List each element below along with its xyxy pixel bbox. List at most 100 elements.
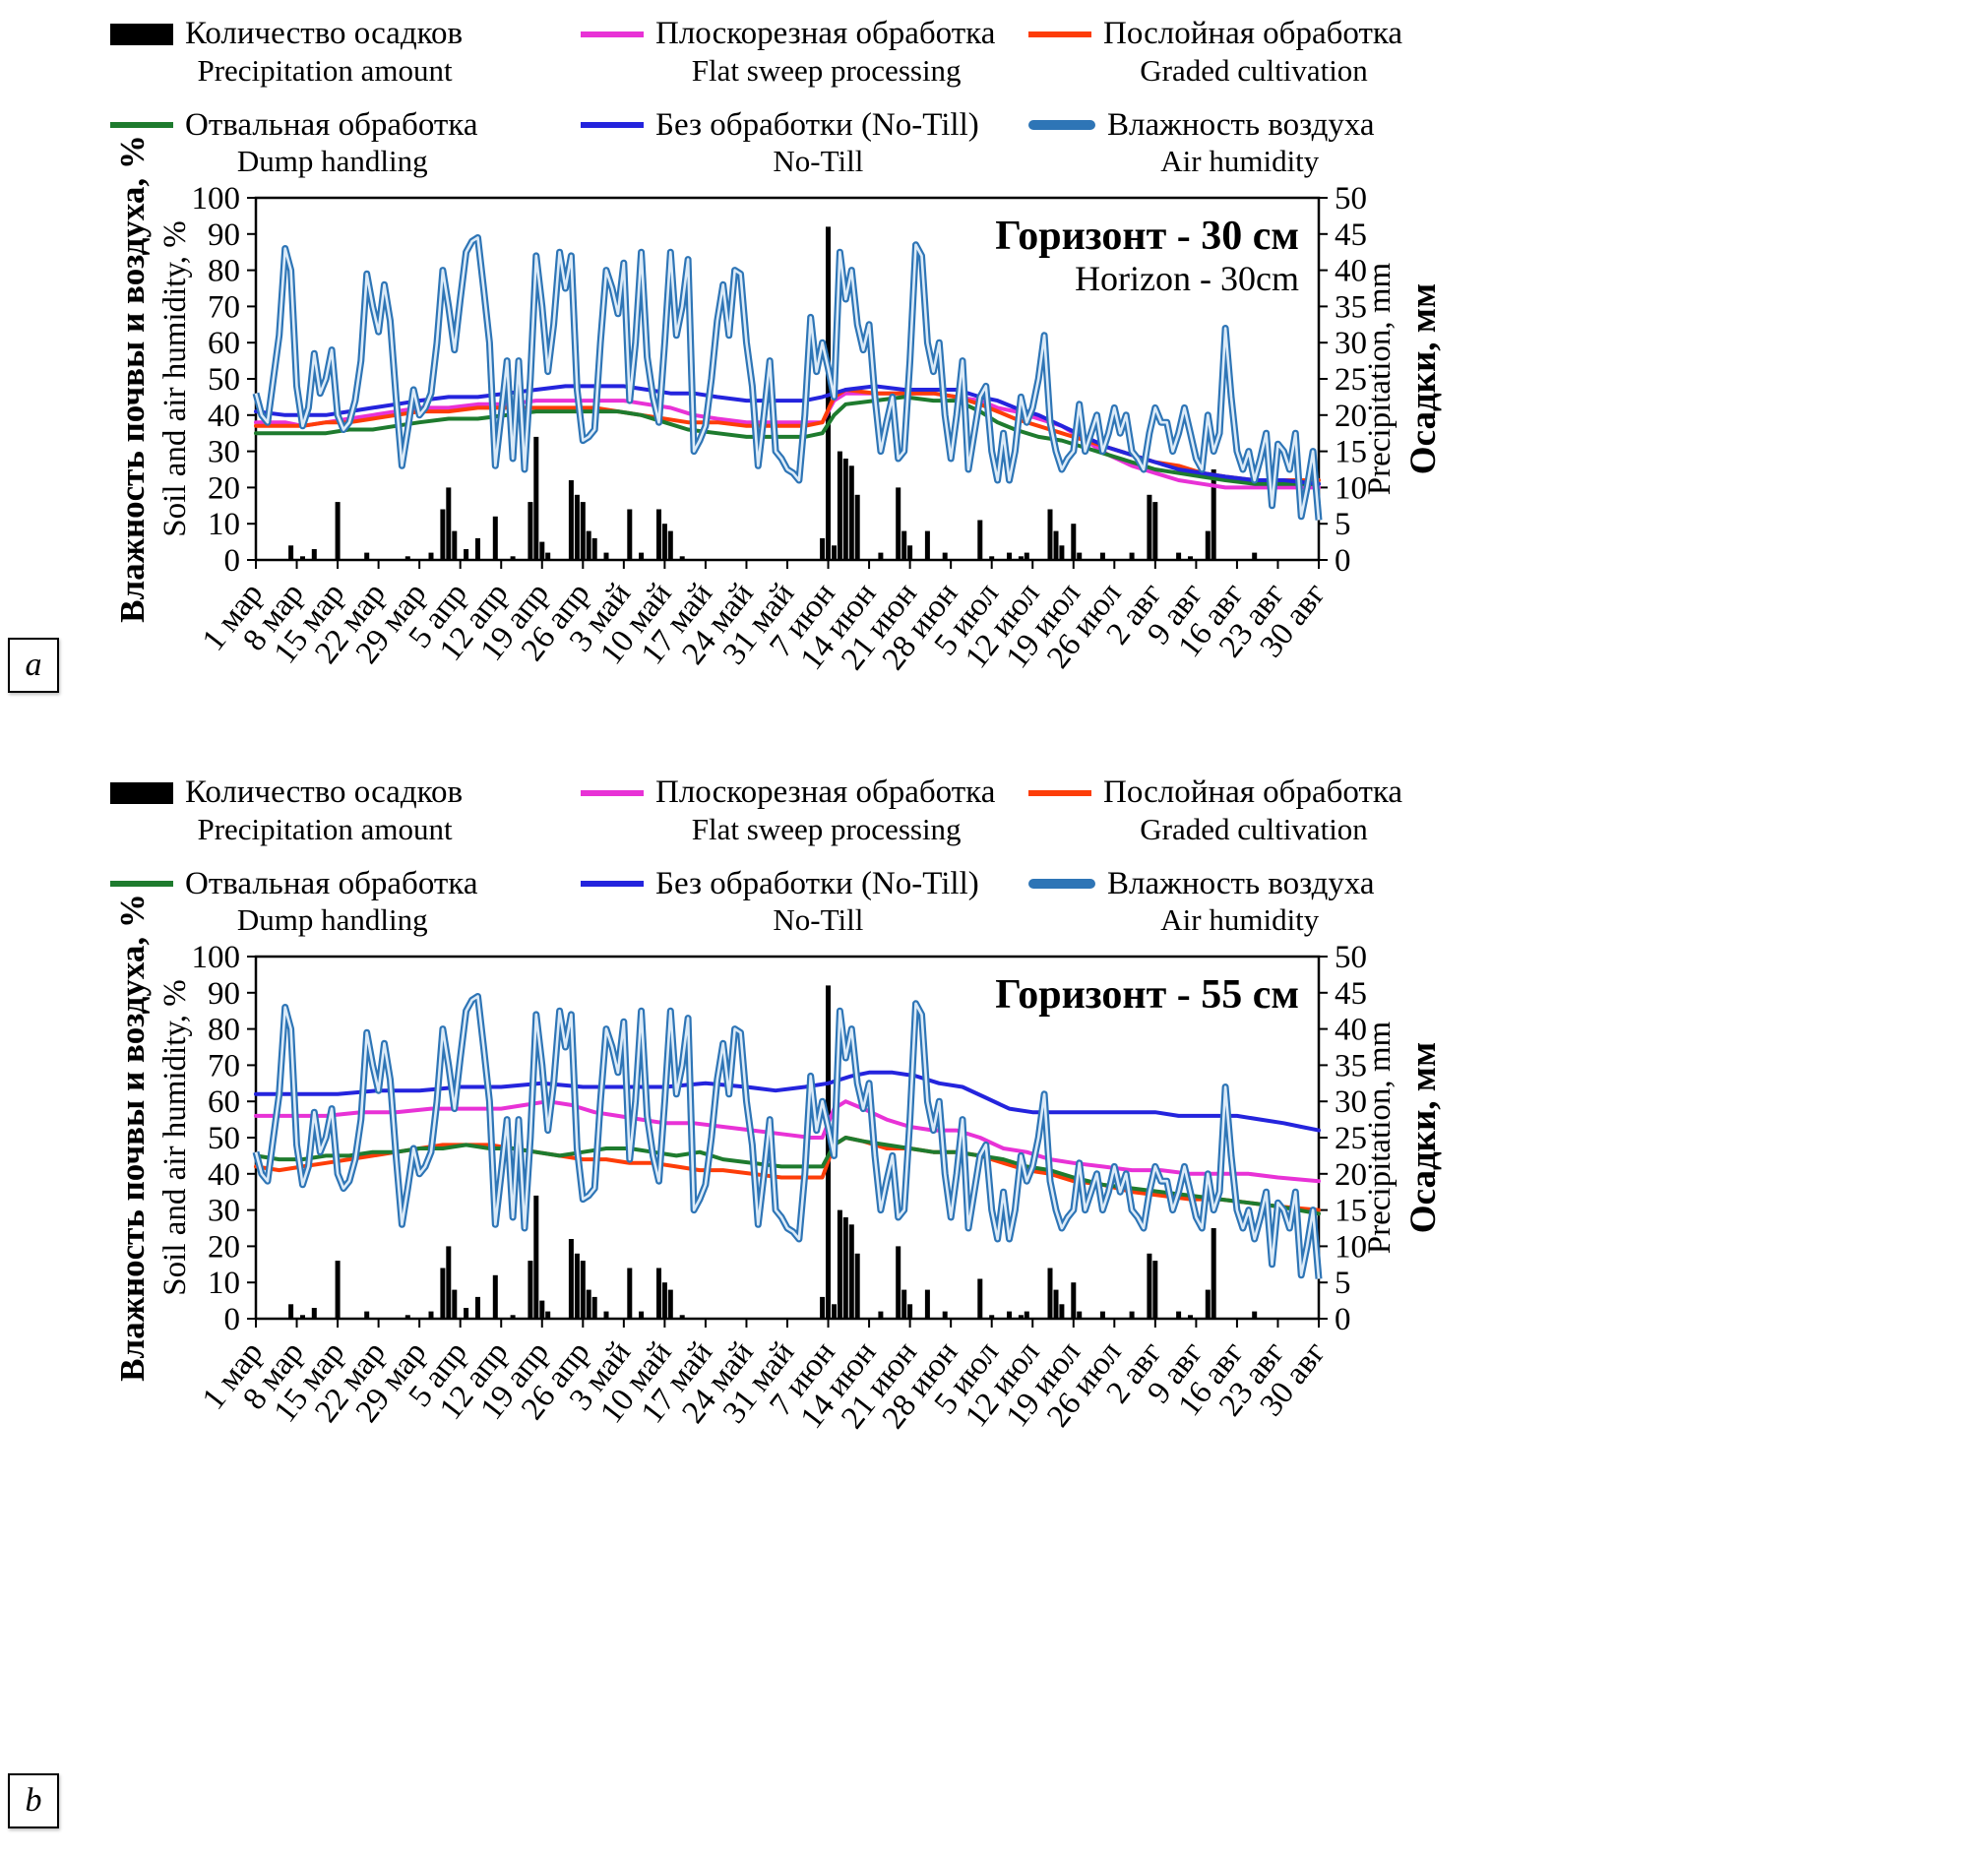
legend-item-flat-sweep: Плоскорезная обработка Flat sweep proces… <box>581 774 995 848</box>
legend-label-en: Graded cultivation <box>1140 52 1368 88</box>
legend-label-en: No-Till <box>773 902 864 938</box>
dump-line-swatch-icon <box>110 881 173 888</box>
svg-text:30: 30 <box>208 1194 240 1229</box>
precipitation-bar-swatch-icon <box>110 781 173 804</box>
svg-text:Осадки, мм: Осадки, мм <box>1403 1042 1444 1233</box>
legend-label-en: Graded cultivation <box>1140 811 1368 846</box>
svg-text:100: 100 <box>192 940 241 975</box>
svg-text:20: 20 <box>208 470 240 506</box>
chart-horizon-55cm: 0102030405060708090100051015202530354045… <box>113 894 1444 1436</box>
soil-series-3 <box>254 384 1321 486</box>
svg-text:10: 10 <box>208 507 240 542</box>
legend-b: Количество осадков Precipitation amount … <box>110 774 1988 939</box>
svg-text:Влажность почвы и воздуха, %: Влажность почвы и воздуха, % <box>113 135 152 623</box>
svg-text:45: 45 <box>1335 217 1367 253</box>
legend-label-en: Precipitation amount <box>197 52 453 88</box>
svg-text:0: 0 <box>224 1302 241 1337</box>
svg-text:50: 50 <box>208 1121 240 1156</box>
legend-label-en: Air humidity <box>1160 144 1320 179</box>
legend-item-precipitation: Количество осадков Precipitation amount <box>110 16 463 90</box>
legend-label-ru: Отвальная обработка <box>185 865 478 901</box>
air-humidity-line <box>252 993 1323 1279</box>
svg-text:30: 30 <box>208 435 240 470</box>
svg-text:Влажность почвы и воздуха, %: Влажность почвы и воздуха, % <box>113 894 152 1382</box>
svg-text:10: 10 <box>1335 1229 1367 1265</box>
legend-item-no-till: Без обработки (No-Till) No-Till <box>581 866 979 940</box>
svg-text:Precipitation, mm: Precipitation, mm <box>1362 1021 1398 1254</box>
legend-label-ru: Количество осадков <box>185 16 464 51</box>
legend-label-ru: Отвальная обработка <box>185 106 478 143</box>
air-humidity-line-swatch-icon <box>1028 120 1095 131</box>
no-till-line-swatch-icon <box>581 881 644 888</box>
svg-text:100: 100 <box>192 181 241 217</box>
svg-text:15: 15 <box>1335 1194 1367 1229</box>
legend-label-ru: Плоскорезная обработка <box>655 16 996 51</box>
legend-item-dump: Отвальная обработка Dump handling <box>110 866 477 940</box>
legend-label-en: Air humidity <box>1160 902 1320 938</box>
svg-text:Горизонт - 30 см: Горизонт - 30 см <box>995 214 1299 259</box>
svg-text:0: 0 <box>1335 543 1351 579</box>
svg-text:90: 90 <box>208 217 240 253</box>
svg-text:20: 20 <box>1335 1157 1367 1193</box>
svg-text:Precipitation, mm: Precipitation, mm <box>1362 262 1398 495</box>
svg-text:25: 25 <box>1335 362 1367 398</box>
svg-text:40: 40 <box>1335 254 1367 289</box>
precipitation-bar-swatch-icon <box>110 23 173 45</box>
no-till-line-swatch-icon <box>581 122 644 129</box>
svg-text:0: 0 <box>1335 1302 1351 1337</box>
flat-sweep-line-swatch-icon <box>581 789 644 796</box>
svg-text:0: 0 <box>224 543 241 579</box>
figure: Количество осадков Precipitation amount … <box>0 16 1988 1857</box>
legend-label-en: Dump handling <box>236 144 428 179</box>
svg-text:35: 35 <box>1335 1048 1367 1083</box>
panel-a-label: a <box>8 638 59 693</box>
panel-b: Количество осадков Precipitation amount … <box>0 774 1988 1857</box>
svg-text:70: 70 <box>208 289 240 325</box>
svg-text:50: 50 <box>1335 940 1367 975</box>
svg-text:40: 40 <box>208 1157 240 1193</box>
svg-text:70: 70 <box>208 1048 240 1083</box>
graded-line-swatch-icon <box>1028 789 1091 796</box>
svg-text:Горизонт - 55 см: Горизонт - 55 см <box>995 972 1299 1018</box>
svg-text:40: 40 <box>1335 1013 1367 1048</box>
legend-label-ru: Влажность воздуха <box>1107 865 1375 901</box>
legend-label-ru: Количество осадков <box>185 774 464 810</box>
svg-text:10: 10 <box>1335 470 1367 506</box>
svg-text:40: 40 <box>208 399 240 434</box>
legend-item-graded: Послойная обработка Graded cultivation <box>1028 774 1402 848</box>
svg-text:60: 60 <box>208 1084 240 1120</box>
svg-text:80: 80 <box>208 1013 240 1048</box>
svg-text:Soil and air humidity, %: Soil and air humidity, % <box>157 979 193 1295</box>
svg-text:Осадки, мм: Осадки, мм <box>1403 283 1444 474</box>
flat-sweep-line-swatch-icon <box>581 31 644 37</box>
air-humidity-line-swatch-icon <box>1028 879 1095 890</box>
svg-text:90: 90 <box>208 976 240 1012</box>
legend-item-no-till: Без обработки (No-Till) No-Till <box>581 107 979 181</box>
legend-label-ru: Плоскорезная обработка <box>655 774 996 810</box>
legend-label-ru: Послойная обработка <box>1103 774 1403 810</box>
air-humidity-line <box>252 234 1323 521</box>
legend-item-flat-sweep: Плоскорезная обработка Flat sweep proces… <box>581 16 995 90</box>
legend-item-air-humidity: Влажность воздуха Air humidity <box>1028 107 1375 181</box>
svg-text:10: 10 <box>208 1266 240 1301</box>
svg-text:35: 35 <box>1335 289 1367 325</box>
legend-a: Количество осадков Precipitation amount … <box>110 16 1988 180</box>
chart-horizon-30cm: 0102030405060708090100051015202530354045… <box>113 135 1444 677</box>
legend-label-en: Flat sweep processing <box>691 811 962 846</box>
svg-text:Soil and air humidity, %: Soil and air humidity, % <box>157 220 193 536</box>
svg-text:25: 25 <box>1335 1121 1367 1156</box>
svg-text:80: 80 <box>208 254 240 289</box>
svg-text:20: 20 <box>208 1229 240 1265</box>
svg-text:5: 5 <box>1335 507 1351 542</box>
legend-label-ru: Послойная обработка <box>1103 16 1403 51</box>
horizon-annotation: Горизонт - 55 см <box>995 972 1299 1018</box>
legend-item-air-humidity: Влажность воздуха Air humidity <box>1028 866 1375 940</box>
legend-label-en: No-Till <box>773 144 864 179</box>
svg-text:45: 45 <box>1335 976 1367 1012</box>
legend-item-dump: Отвальная обработка Dump handling <box>110 107 477 181</box>
graded-line-swatch-icon <box>1028 31 1091 37</box>
soil-series-3 <box>254 1070 1321 1133</box>
svg-text:30: 30 <box>1335 326 1367 361</box>
panel-a: Количество осадков Precipitation amount … <box>0 16 1988 759</box>
